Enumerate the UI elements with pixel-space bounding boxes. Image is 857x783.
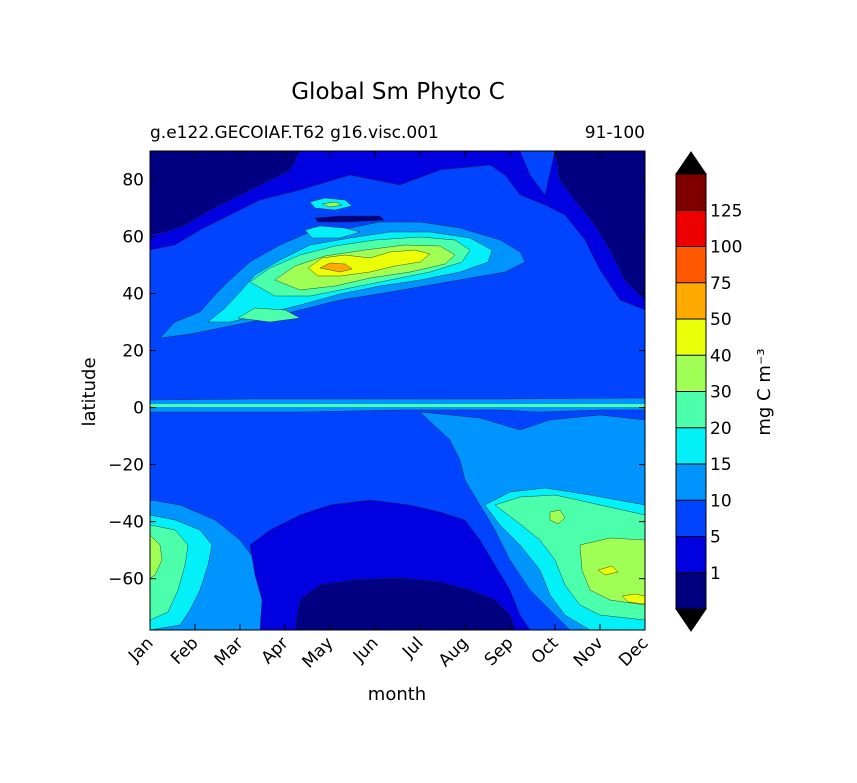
y-tick-label: 40 <box>122 285 144 305</box>
y-tick-label: 0 <box>133 399 144 419</box>
colorbar-tick-label: 5 <box>710 528 721 548</box>
colorbar-tick-label: 10 <box>710 491 732 511</box>
x-tick-label: May <box>299 633 338 672</box>
contour-antarctic-1 <box>294 577 516 630</box>
contour-plot <box>150 151 645 630</box>
contour-sw-30 <box>150 534 163 579</box>
colorbar-swatch <box>676 500 706 537</box>
colorbar-tick-label: 75 <box>710 274 732 294</box>
chart-title: Global Sm Phyto C <box>291 79 505 105</box>
x-tick-label: Nov <box>570 633 608 671</box>
x-tick-label: Feb <box>167 633 202 668</box>
y-tick-label: −40 <box>108 513 144 533</box>
contour-arctic-mid <box>150 151 645 311</box>
colorbar-swatch <box>676 536 706 573</box>
colorbar-label: mg C m⁻³ <box>754 348 775 435</box>
x-tick-label: Dec <box>615 633 652 670</box>
contour-equator-line <box>150 404 645 407</box>
contour-se-40 <box>597 565 645 605</box>
chart-subtitle-left: g.e122.GECOIAF.T62 g16.visc.001 <box>150 123 439 143</box>
x-tick-label: Mar <box>211 633 248 670</box>
colorbar-tick-label: 15 <box>710 455 732 475</box>
colorbar-swatch <box>676 282 706 319</box>
colorbar-tick-label: 125 <box>710 201 742 221</box>
colorbar-tick-label: 1 <box>710 564 721 584</box>
x-tick-label: Jan <box>124 633 157 666</box>
colorbar-extend-min <box>675 608 707 632</box>
colorbar-tick-label: 50 <box>710 310 732 330</box>
colorbar-swatch <box>676 319 706 356</box>
colorbar-swatch <box>676 572 706 609</box>
colorbar-swatch <box>676 355 706 392</box>
colorbar-tick-label: 20 <box>710 419 732 439</box>
x-tick-label: Aug <box>435 633 473 671</box>
chart-subtitle-right: 91-100 <box>585 123 645 143</box>
x-axis-label: month <box>368 684 426 705</box>
x-tick-label: Jul <box>398 633 427 662</box>
y-tick-label: −20 <box>108 456 144 476</box>
y-axis: 80 60 40 20 0 −20 −40 −60 <box>108 171 645 590</box>
y-tick-label: −60 <box>108 570 144 590</box>
colorbar-swatch <box>676 210 706 247</box>
colorbar-swatch <box>676 174 706 211</box>
colorbar-swatch <box>676 391 706 428</box>
y-tick-label: 20 <box>122 342 144 362</box>
colorbar-tick-label: 40 <box>710 346 732 366</box>
colorbar-tick-label: 100 <box>710 238 742 258</box>
colorbar-extend-max <box>675 151 707 175</box>
contour-north-bloom-20b <box>237 307 301 323</box>
x-tick-label: Apr <box>258 633 293 668</box>
colorbar-swatch <box>676 246 706 283</box>
plot-frame <box>149 150 646 631</box>
contour-north-bloom-50 <box>319 262 353 273</box>
colorbar-swatch <box>676 427 706 464</box>
y-tick-label: 60 <box>122 228 144 248</box>
contour-patch-60n <box>304 225 361 239</box>
x-tick-label: Jun <box>349 633 383 667</box>
x-tick-label: Oct <box>528 633 563 668</box>
y-tick-label: 80 <box>122 171 144 191</box>
contour-patch-70n-core <box>321 201 343 208</box>
contour-patch-65n <box>314 215 385 223</box>
x-tick-label: Sep <box>481 633 518 670</box>
colorbar-tick-label: 30 <box>710 383 732 403</box>
y-axis-label: latitude <box>79 357 100 426</box>
colorbar-swatch <box>676 464 706 501</box>
contour-se-30 <box>549 509 645 606</box>
